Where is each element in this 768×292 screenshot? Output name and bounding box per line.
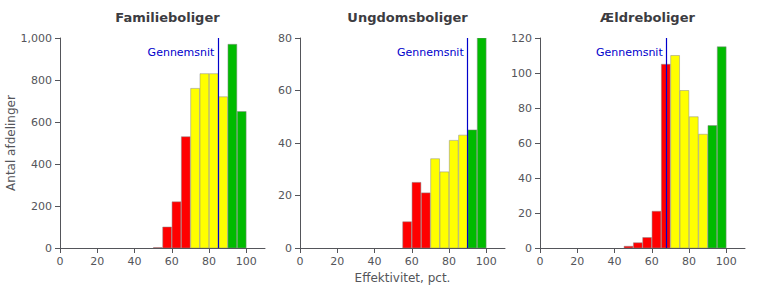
svg-text:1,000: 1,000 [21,32,53,45]
svg-text:40: 40 [608,255,622,268]
svg-text:40: 40 [128,255,142,268]
svg-text:400: 400 [31,158,52,171]
svg-text:100: 100 [511,67,532,80]
svg-text:40: 40 [518,172,532,185]
svg-text:40: 40 [368,255,382,268]
svg-text:Ungdomsboliger: Ungdomsboliger [347,10,468,25]
svg-text:80: 80 [518,102,532,115]
svg-text:Ældreboliger: Ældreboliger [600,10,695,25]
svg-text:20: 20 [518,207,532,220]
svg-text:0: 0 [297,255,304,268]
svg-text:Gennemsnit: Gennemsnit [596,46,663,59]
svg-text:120: 120 [511,32,532,45]
svg-text:60: 60 [518,137,532,150]
svg-text:Effektivitet, pct.: Effektivitet, pct. [355,271,451,285]
svg-text:40: 40 [278,137,292,150]
svg-text:100: 100 [236,255,257,268]
svg-text:60: 60 [645,255,659,268]
svg-text:80: 80 [202,255,216,268]
svg-text:Familieboliger: Familieboliger [115,10,220,25]
svg-text:200: 200 [31,200,52,213]
svg-text:0: 0 [285,242,292,255]
svg-text:600: 600 [31,116,52,129]
svg-text:80: 80 [278,32,292,45]
svg-text:Antal afdelinger: Antal afdelinger [4,95,18,191]
svg-text:0: 0 [57,255,64,268]
svg-text:80: 80 [682,255,696,268]
svg-text:Gennemsnit: Gennemsnit [397,46,464,59]
svg-text:100: 100 [476,255,497,268]
svg-text:60: 60 [405,255,419,268]
svg-text:80: 80 [442,255,456,268]
svg-text:60: 60 [165,255,179,268]
svg-text:20: 20 [570,255,584,268]
svg-text:20: 20 [330,255,344,268]
svg-text:20: 20 [90,255,104,268]
svg-text:100: 100 [716,255,737,268]
svg-text:800: 800 [31,74,52,87]
svg-text:20: 20 [278,189,292,202]
svg-text:0: 0 [525,242,532,255]
svg-text:Gennemsnit: Gennemsnit [148,46,215,59]
svg-text:60: 60 [278,84,292,97]
svg-text:0: 0 [45,242,52,255]
svg-text:0: 0 [537,255,544,268]
